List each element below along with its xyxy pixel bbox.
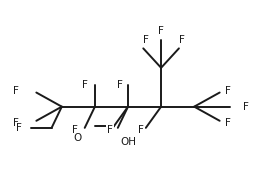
Text: F: F: [138, 125, 144, 135]
Text: F: F: [158, 26, 164, 36]
Text: F: F: [107, 125, 113, 135]
Text: F: F: [72, 125, 78, 135]
Text: O: O: [73, 134, 81, 143]
Text: F: F: [225, 86, 231, 96]
Text: F: F: [243, 102, 249, 112]
Text: F: F: [118, 80, 123, 90]
Text: F: F: [143, 35, 149, 44]
Text: F: F: [16, 123, 22, 133]
Text: OH: OH: [120, 137, 136, 147]
Text: F: F: [13, 86, 19, 96]
Text: F: F: [13, 117, 19, 128]
Text: F: F: [178, 35, 184, 44]
Text: F: F: [225, 117, 231, 128]
Text: F: F: [82, 80, 88, 90]
